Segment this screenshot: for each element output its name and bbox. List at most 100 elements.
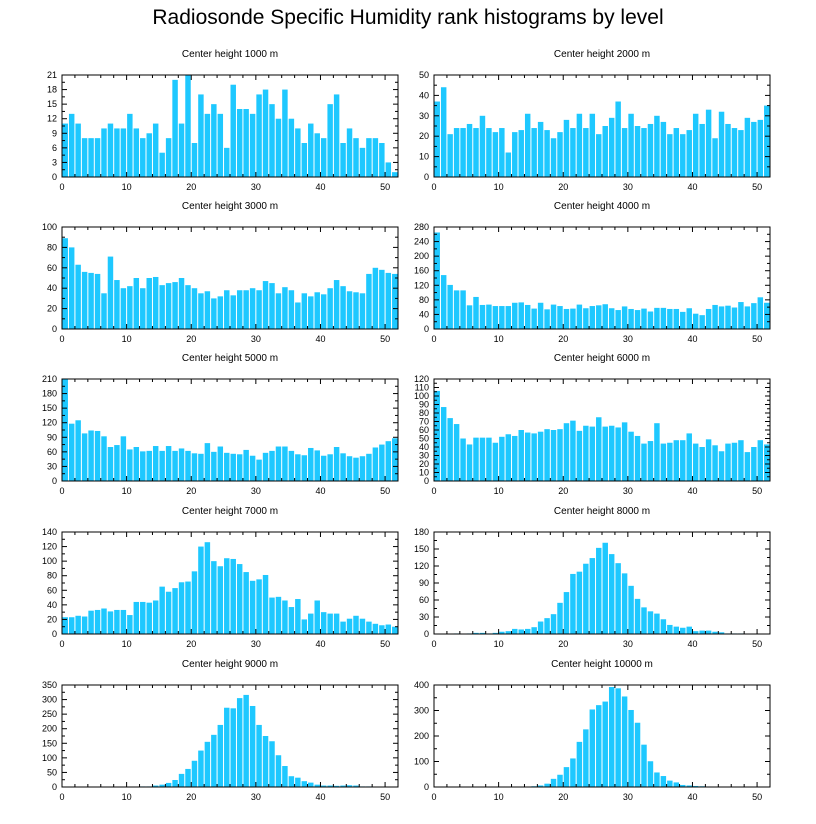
bar <box>191 453 198 481</box>
bar <box>531 308 537 329</box>
y-tick-label: 6 <box>52 143 57 153</box>
bar <box>667 624 673 634</box>
bar <box>314 784 320 787</box>
bar <box>191 760 198 787</box>
bar <box>120 288 127 329</box>
bar <box>460 128 466 177</box>
y-tick-label: 80 <box>419 295 429 305</box>
bar <box>392 438 398 481</box>
bar <box>88 610 94 634</box>
bar <box>101 608 107 634</box>
bar <box>204 741 211 787</box>
y-tick-label: 40 <box>419 90 429 100</box>
bar <box>314 600 320 634</box>
bar <box>589 426 596 481</box>
chart-panel-7: Center height 7000 m 0 10 20 30 40 50 0 20 40 60 80… <box>42 506 399 649</box>
x-tick-label: 0 <box>431 334 436 344</box>
bar <box>447 284 453 329</box>
bar <box>211 734 217 787</box>
bar <box>275 596 282 634</box>
bar <box>217 566 224 634</box>
bar <box>301 455 308 481</box>
bar <box>570 573 576 634</box>
chart-panel-8: Center height 8000 m 0 10 20 30 40 50 0 30 60 90 12… <box>414 506 771 649</box>
bar <box>479 304 486 329</box>
bar <box>62 123 68 177</box>
x-tick-label: 20 <box>558 792 568 802</box>
bar <box>518 430 524 481</box>
bar <box>596 547 602 634</box>
bar <box>178 278 185 329</box>
x-tick-label: 10 <box>494 639 504 649</box>
y-tick-label: 0 <box>52 629 57 639</box>
bar <box>230 453 236 481</box>
bar <box>492 442 499 481</box>
bar <box>686 130 692 177</box>
x-tick-label: 10 <box>494 334 504 344</box>
bar <box>725 123 731 177</box>
bar <box>385 624 392 634</box>
x-tick-label: 40 <box>315 792 325 802</box>
bar <box>94 609 101 634</box>
x-tick-label: 0 <box>59 486 64 496</box>
bar <box>224 147 230 177</box>
bar <box>314 292 320 329</box>
x-tick-label: 10 <box>122 639 132 649</box>
x-tick-label: 50 <box>752 639 762 649</box>
bar <box>217 446 224 481</box>
y-tick-label: 160 <box>414 266 429 276</box>
bar <box>615 310 621 329</box>
bar <box>120 436 127 481</box>
bar <box>81 616 88 634</box>
x-tick-label: 50 <box>380 182 390 192</box>
bar <box>641 744 647 787</box>
bar <box>107 611 114 634</box>
y-tick-label: 40 <box>47 283 57 293</box>
bar <box>230 558 236 634</box>
x-tick-label: 30 <box>251 182 261 192</box>
bar <box>744 306 751 329</box>
bar <box>243 290 249 329</box>
bar <box>68 423 75 481</box>
bar <box>692 113 699 177</box>
bar <box>596 134 602 177</box>
bar <box>269 741 275 787</box>
y-tick-label: 240 <box>414 237 429 247</box>
bar <box>211 451 217 481</box>
bar <box>531 128 537 177</box>
bar <box>185 285 191 329</box>
bar <box>140 138 146 177</box>
y-tick-label: 80 <box>419 408 429 418</box>
bar <box>249 113 256 177</box>
x-tick-label: 40 <box>687 486 697 496</box>
bar <box>447 134 453 177</box>
chart-panel-1: Center height 1000 m 0 10 20 30 40 50 0 3 6 9 12 15 1… <box>47 49 399 192</box>
bar <box>576 113 583 177</box>
chart-title: Center height 7000 m <box>182 506 278 517</box>
x-tick-label: 0 <box>431 182 436 192</box>
bar <box>114 609 120 634</box>
chart-title: Center height 9000 m <box>182 659 278 670</box>
bar <box>146 133 152 177</box>
bar <box>718 111 725 177</box>
y-tick-label: 210 <box>42 374 57 384</box>
bar <box>275 293 282 329</box>
bar <box>114 128 120 177</box>
bar <box>479 437 486 481</box>
bar <box>236 698 243 787</box>
y-tick-label: 20 <box>419 131 429 141</box>
bar <box>236 290 243 329</box>
bar <box>751 303 757 329</box>
bar <box>544 130 550 177</box>
bar <box>757 119 764 177</box>
bar <box>692 785 699 787</box>
bar <box>165 283 172 329</box>
bar <box>262 452 269 481</box>
bar <box>366 138 372 177</box>
bar <box>447 418 453 481</box>
bar <box>353 138 359 177</box>
bar <box>314 450 320 481</box>
bar <box>172 79 178 177</box>
bar <box>165 138 172 177</box>
bar <box>372 138 379 177</box>
